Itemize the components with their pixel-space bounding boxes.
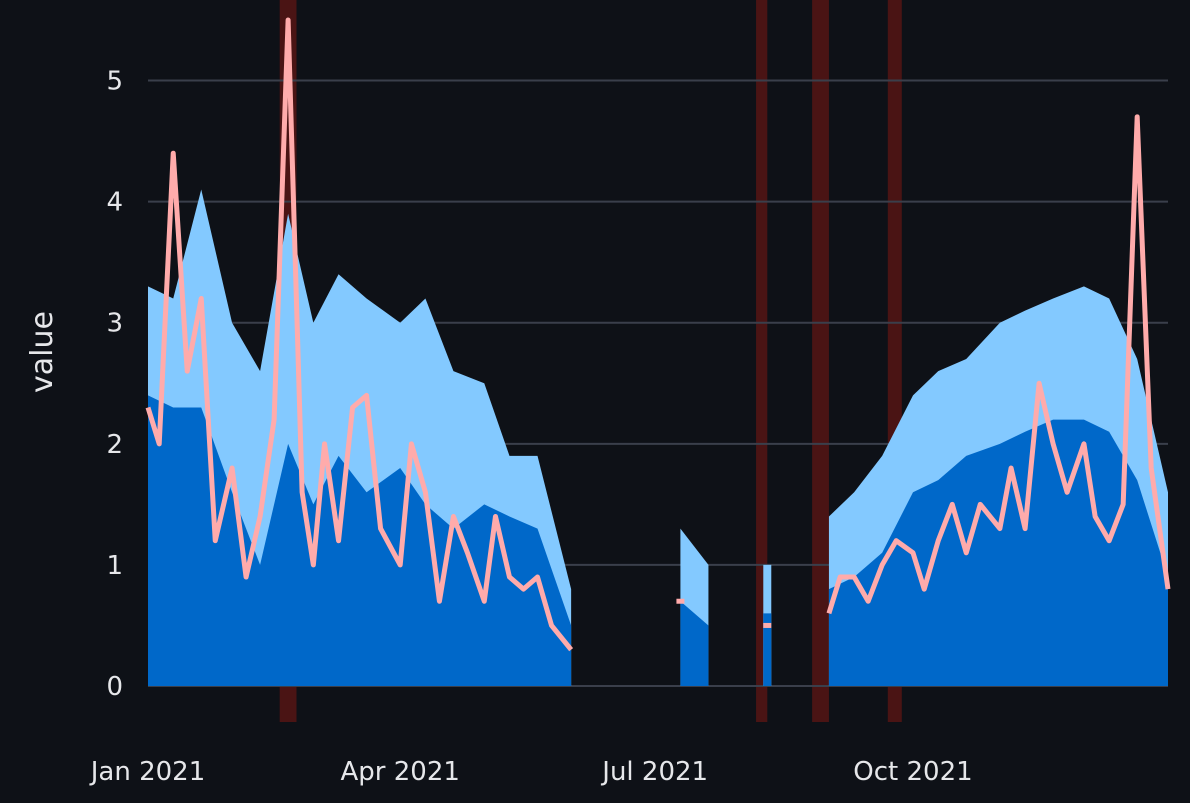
line-series xyxy=(145,17,1171,652)
x-tick-label: Oct 2021 xyxy=(853,757,972,787)
area-series xyxy=(148,189,1168,686)
x-tick-label: Apr 2021 xyxy=(340,757,459,787)
line-series-path xyxy=(145,17,574,652)
highlight-span xyxy=(756,0,768,722)
x-tick-labels: Jan 2021 Apr 2021 Jul 2021 Oct 2021 xyxy=(89,757,973,787)
area-lower xyxy=(680,601,709,686)
area-lower xyxy=(763,613,772,686)
y-tick-label: 1 xyxy=(106,551,123,581)
y-axis-label: value xyxy=(25,311,60,393)
line-series-path xyxy=(826,114,1171,615)
y-tick-label: 5 xyxy=(106,67,123,97)
highlight-span xyxy=(812,0,829,722)
y-tick-label: 2 xyxy=(106,430,123,460)
y-tick-label: 3 xyxy=(106,309,123,339)
x-tick-label: Jan 2021 xyxy=(89,757,206,787)
y-tick-label: 0 xyxy=(106,672,123,702)
y-tick-labels: 0 1 2 3 4 5 xyxy=(106,67,123,702)
area-lower xyxy=(148,395,572,686)
area-lower xyxy=(828,419,1168,686)
y-tick-label: 4 xyxy=(106,188,123,218)
x-tick-label: Jul 2021 xyxy=(600,757,708,787)
